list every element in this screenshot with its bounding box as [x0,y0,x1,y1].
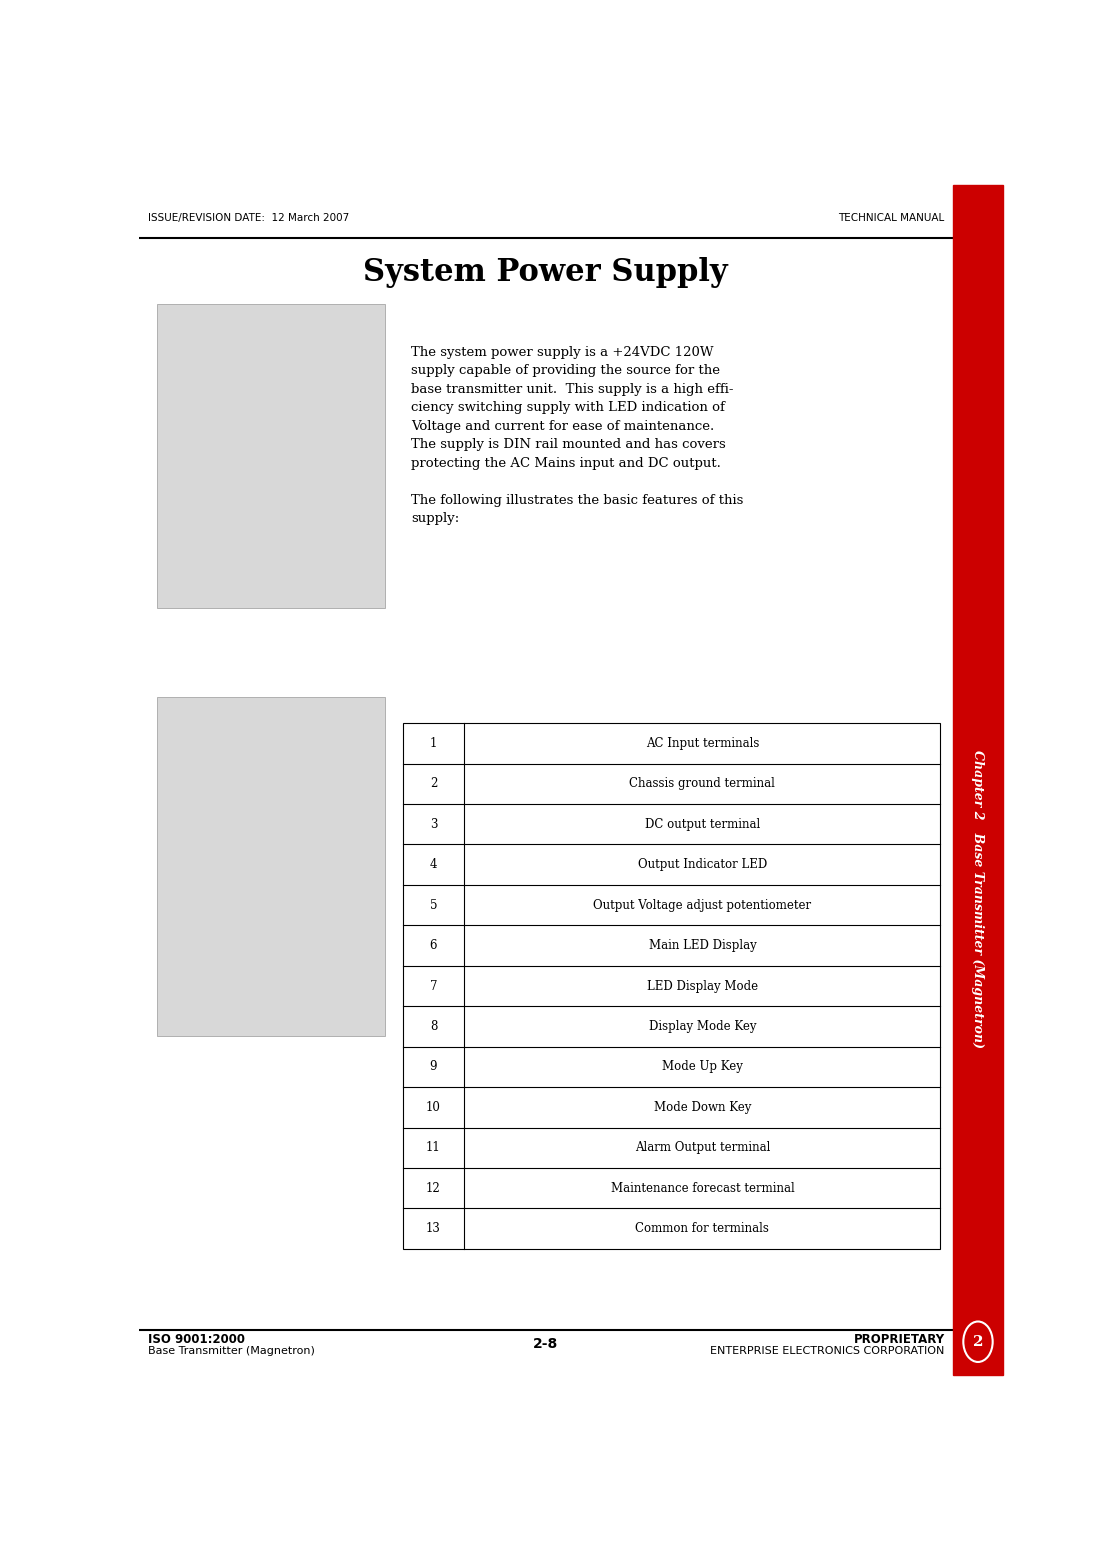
Text: TECHNICAL MANUAL: TECHNICAL MANUAL [839,213,945,222]
Bar [402,723,940,1248]
Text: 7: 7 [430,980,438,992]
Text: Alarm Output terminal: Alarm Output terminal [635,1142,770,1154]
Text: Base Transmitter (Magnetron): Base Transmitter (Magnetron) [148,1347,315,1357]
Text: 10: 10 [426,1102,441,1114]
Text: Mode Up Key: Mode Up Key [662,1060,743,1074]
Text: ISSUE/REVISION DATE:  12 March 2007: ISSUE/REVISION DATE: 12 March 2007 [148,213,349,222]
Text: 11: 11 [427,1142,441,1154]
Text: 12: 12 [427,1182,441,1194]
Text: Output Voltage adjust potentiometer: Output Voltage adjust potentiometer [594,899,811,912]
Text: Display Mode Key: Display Mode Key [648,1020,756,1034]
Text: 5: 5 [430,899,438,912]
Text: supply capable of providing the source for the: supply capable of providing the source f… [411,365,721,377]
Text: Chapter 2   Base Transmitter (Magnetron): Chapter 2 Base Transmitter (Magnetron) [971,751,985,1048]
Text: PROPRIETARY: PROPRIETARY [853,1333,945,1346]
Text: Chassis ground terminal: Chassis ground terminal [629,777,775,791]
Text: System Power Supply: System Power Supply [363,256,727,287]
Text: The system power supply is a +24VDC 120W: The system power supply is a +24VDC 120W [411,346,714,358]
Text: 13: 13 [426,1222,441,1234]
Text: 2-8: 2-8 [532,1336,558,1350]
Text: 8: 8 [430,1020,437,1034]
Text: Voltage and current for ease of maintenance.: Voltage and current for ease of maintena… [411,420,714,433]
Text: Maintenance forecast terminal: Maintenance forecast terminal [610,1182,794,1194]
Text: 3: 3 [430,817,438,831]
Text: 2: 2 [973,1335,984,1349]
Text: 4: 4 [430,857,438,871]
Bar [156,304,385,607]
Text: DC output terminal: DC output terminal [645,817,760,831]
Text: 6: 6 [430,939,438,952]
Text: base transmitter unit.  This supply is a high effi-: base transmitter unit. This supply is a … [411,383,734,396]
Text: 2: 2 [430,777,437,791]
Text: ENTERPRISE ELECTRONICS CORPORATION: ENTERPRISE ELECTRONICS CORPORATION [711,1347,945,1357]
Text: AC Input terminals: AC Input terminals [646,737,759,749]
Text: The following illustrates the basic features of this: The following illustrates the basic feat… [411,493,743,507]
Text: supply:: supply: [411,511,459,525]
Text: 9: 9 [430,1060,438,1074]
Text: ciency switching supply with LED indication of: ciency switching supply with LED indicat… [411,402,725,414]
Text: Main LED Display: Main LED Display [648,939,756,952]
Text: 1: 1 [430,737,437,749]
Text: The supply is DIN rail mounted and has covers: The supply is DIN rail mounted and has c… [411,439,726,451]
Text: ISO 9001:2000: ISO 9001:2000 [148,1333,245,1346]
Text: Output Indicator LED: Output Indicator LED [638,857,768,871]
Text: Mode Down Key: Mode Down Key [654,1102,751,1114]
Text: protecting the AC Mains input and DC output.: protecting the AC Mains input and DC out… [411,457,721,470]
Bar [156,697,385,1037]
Text: LED Display Mode: LED Display Mode [647,980,758,992]
Text: Common for terminals: Common for terminals [635,1222,770,1234]
Bar [954,185,1003,1375]
